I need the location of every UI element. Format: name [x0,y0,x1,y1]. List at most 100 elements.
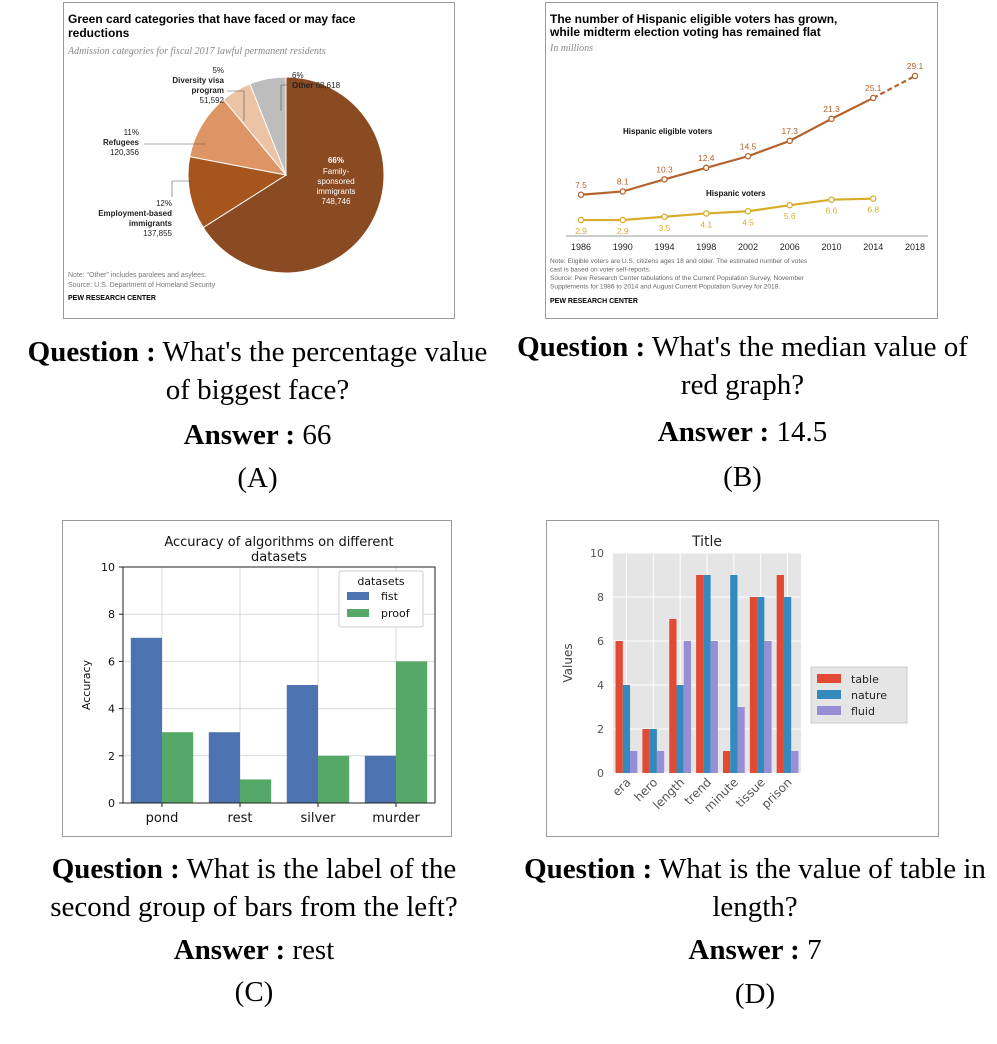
y-tick-6: 6 [597,635,604,648]
bar-proof-pond [162,732,194,803]
answer-b: Answer : 14.5 [500,413,985,451]
point-hispanic-voters-2014 [869,195,877,202]
legend-swatch-table [817,674,841,683]
x-tick-pond: pond [146,811,179,826]
bar-table-length [669,619,677,773]
bar-nature-trend [703,575,711,773]
x-tick-1990: 1990 [613,242,633,252]
x-tick-silver: silver [300,811,336,826]
y-tick-4: 4 [108,703,115,716]
pie-slice-family-sponsored-immigrants [202,76,385,274]
legend-label-fluid: fluid [851,705,875,718]
y-tick-10: 10 [590,547,604,560]
note-line-1: cast is based on voter self-reports. [550,267,651,274]
bar-nature-prison [783,597,792,773]
data-label-hispanic-eligible-voters-2006: 17.3 [781,126,798,136]
data-label-hispanic-voters-1994: 3.5 [659,223,671,233]
x-tick-era: era [610,775,634,799]
bar-nature-length [676,685,684,773]
bar-fist-silver [286,685,318,803]
bar-fist-rest [208,732,240,803]
question-text: What is the value of table in length? [652,853,986,923]
series-line-hispanic-voters [581,197,874,222]
bar-d-ylabel: Values [561,643,575,682]
x-tick-2006: 2006 [780,242,800,252]
pie-slice-employment-based-immigrants [187,156,288,229]
slice-label-employment-1: Employment-based [98,209,172,218]
x-tick-prison: prison [759,775,795,811]
chart-b-frame: The number of Hispanic eligible voters h… [545,2,938,319]
answer-text: 66 [295,419,332,451]
bar-d-title: Title [691,534,722,550]
pie-note: Note: “Other” includes parolees and asyl… [68,272,207,279]
y-tick-8: 8 [597,591,604,604]
answer-prefix: Answer : [173,934,286,966]
bar-table-tissue [749,597,758,773]
pie-title-line1: Green card categories that have faced or… [68,12,356,26]
data-label-hispanic-eligible-voters-2014: 25.1 [865,83,882,93]
point-hispanic-eligible-voters-2010 [828,115,835,123]
answer-text: rest [285,934,335,966]
question-text: What is the label of the second group of… [50,853,458,923]
bar-fist-pond [130,637,162,803]
bar-table-trend [696,575,704,773]
question-text: What's the percentage value of biggest f… [155,336,488,406]
caption-c: Question : What is the label of the seco… [8,850,500,1011]
bar-table-minute [722,751,731,773]
line-notes: Note: Eligible voters are U.S. citizens … [550,258,808,291]
question-c: Question : What is the label of the seco… [8,850,500,926]
data-label-hispanic-voters-1990: 2.9 [617,226,629,236]
bar-fluid-era [630,751,638,773]
data-label-hispanic-voters-2010: 6.6 [826,206,838,216]
series-line-hispanic-eligible-voters [580,96,874,196]
note-line-2: Source: Pew Research Center tabulations … [550,275,805,282]
leader-diversity [227,90,245,121]
bar-proof-silver [318,755,350,803]
legend-swatch-fist [347,592,369,600]
bar-fluid-minute [737,707,745,773]
point-hispanic-eligible-voters-2018 [911,72,919,80]
slice-label-other-pct: 6% [292,71,304,80]
data-label-hispanic-eligible-voters-2010: 21.3 [823,104,840,114]
question-prefix: Question : [524,853,653,885]
bar-fluid-prison [791,751,799,773]
slice-label-other-name: Other 68,618 [292,81,341,90]
slice-label-family-4: 748,746 [322,197,351,206]
bar-d-legend: table nature fluid [810,666,908,724]
pie-slices [187,76,385,274]
panel-label-a: (A) [237,462,278,494]
slice-label-family-3: immigrants [316,187,355,196]
plot-border [122,566,436,804]
bar-nature-tissue [757,597,765,773]
bar-fluid-trend [710,641,718,773]
bar-table-era [615,641,623,773]
slice-label-family-0: 66% [328,156,344,165]
slice-label-family-1: Family- [323,167,350,176]
data-label-hispanic-voters-2006: 5.6 [784,211,796,221]
line-chart: The number of Hispanic eligible voters h… [549,12,928,305]
answer-prefix: Answer : [183,419,296,451]
answer-prefix: Answer : [688,934,800,966]
pie-source: Source: U.S. Department of Homeland Secu… [68,282,216,289]
slice-label-diversity-2: program [192,86,224,95]
slice-label-employment-2: immigrants [129,219,173,228]
answer-c: Answer : rest [8,931,500,969]
slice-label-diversity-1: Diversity visa [172,76,224,85]
data-label-hispanic-voters-2002: 4.5 [742,217,754,227]
x-tick-2002: 2002 [738,242,758,252]
point-hispanic-eligible-voters-1994 [661,176,668,183]
line-subtitle: In millions [549,43,593,54]
y-tick-6: 6 [108,655,115,668]
bar-nature-minute [730,575,738,773]
slice-label-family-2: sponsored [317,177,354,186]
pie-slice-refugees [189,98,288,176]
point-hispanic-eligible-voters-1998 [702,164,710,172]
y-tick-8: 8 [108,608,115,621]
slice-label-employment-0: 12% [156,199,172,208]
data-label-hispanic-eligible-voters-1994: 10.3 [656,164,673,174]
answer-a: Answer : 66 [15,416,500,454]
bar-fluid-tissue [764,641,772,773]
point-hispanic-eligible-voters-1990 [619,188,627,195]
data-label-hispanic-eligible-voters-1990: 8.1 [617,176,629,186]
question-text: What's the median value of red graph? [645,331,968,401]
